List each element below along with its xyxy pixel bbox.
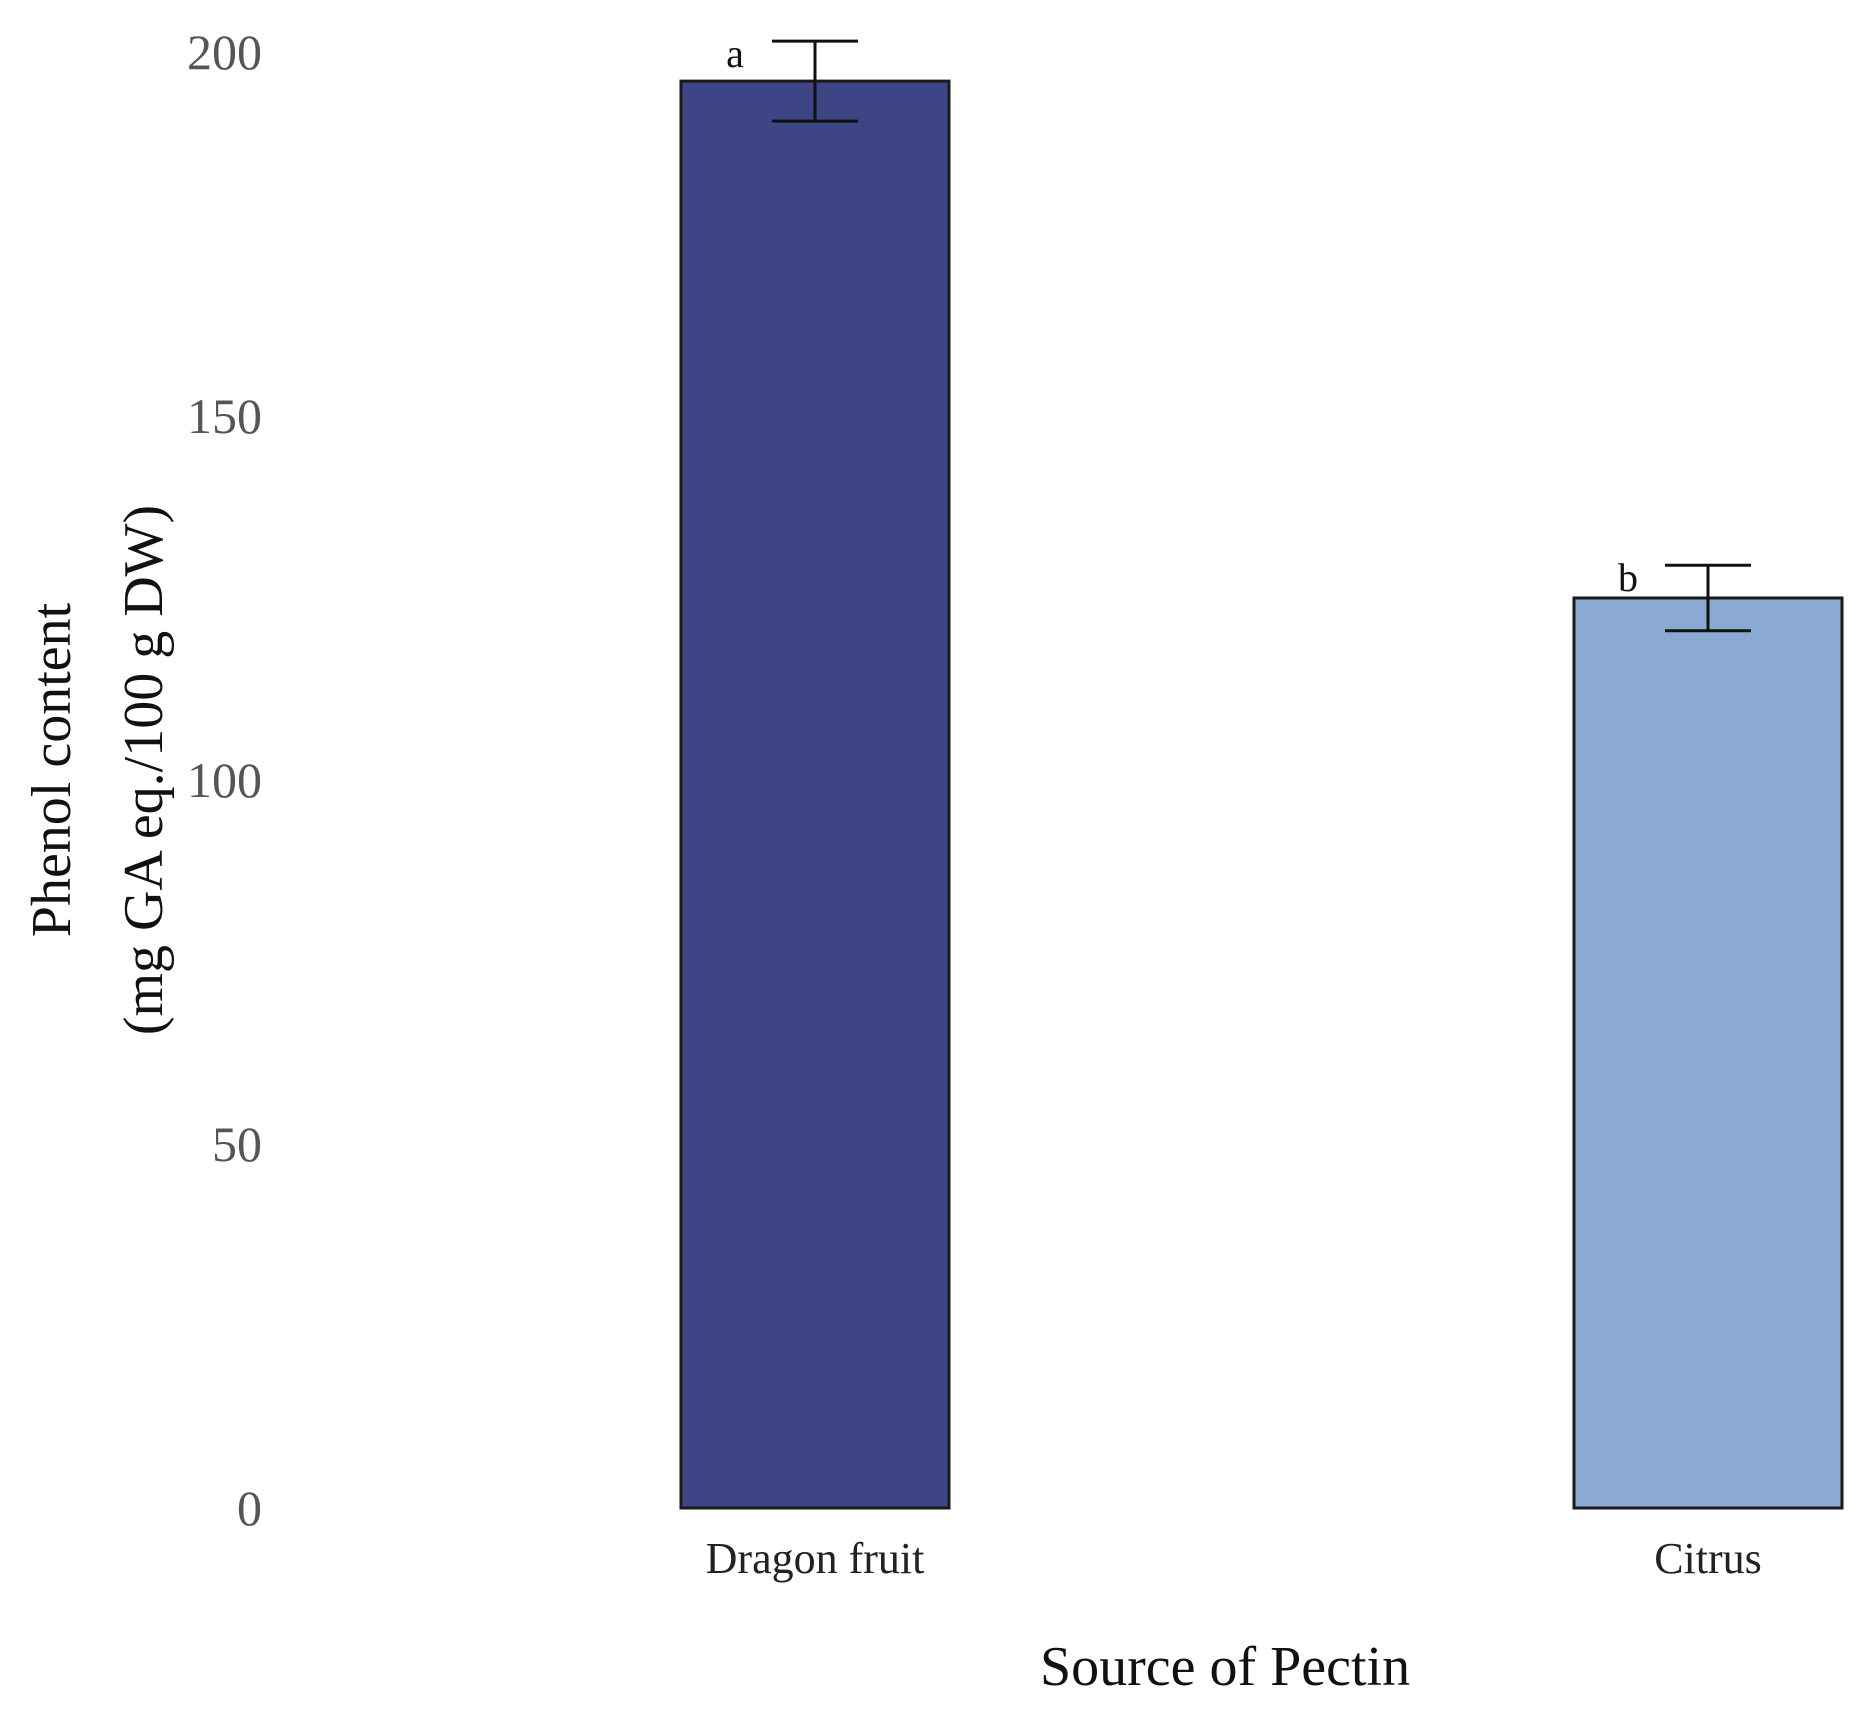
y-tick-label: 150 xyxy=(187,388,262,444)
y-axis-title-line-2: (mg GA eq./100 g DW) xyxy=(113,505,175,1035)
bar-citrus xyxy=(1572,596,1844,1510)
error-bars-group xyxy=(772,39,1751,633)
significance-labels-group: ab xyxy=(726,31,1638,600)
significance-letter: b xyxy=(1618,555,1638,600)
bars-group xyxy=(679,79,1844,1510)
significance-letter: a xyxy=(726,31,744,76)
bar-dragon-fruit xyxy=(679,79,951,1510)
category-label: Dragon fruit xyxy=(706,1534,925,1583)
error-bar xyxy=(1665,563,1751,633)
category-labels-group: Dragon fruit Citrus xyxy=(706,1534,1762,1583)
error-bar xyxy=(772,39,858,123)
y-tick-label: 100 xyxy=(187,752,262,808)
y-tick-label: 50 xyxy=(212,1116,262,1172)
y-tick-label: 200 xyxy=(187,24,262,80)
y-axis-title: Phenol content (mg GA eq./100 g DW) xyxy=(21,505,175,1035)
y-axis-title-line-1: Phenol content xyxy=(21,602,83,937)
y-axis-ticks: 0 50 100 150 200 xyxy=(187,24,262,1536)
y-tick-label: 0 xyxy=(237,1480,262,1536)
category-label: Citrus xyxy=(1654,1534,1762,1583)
x-axis-title: Source of Pectin xyxy=(1040,1636,1410,1698)
